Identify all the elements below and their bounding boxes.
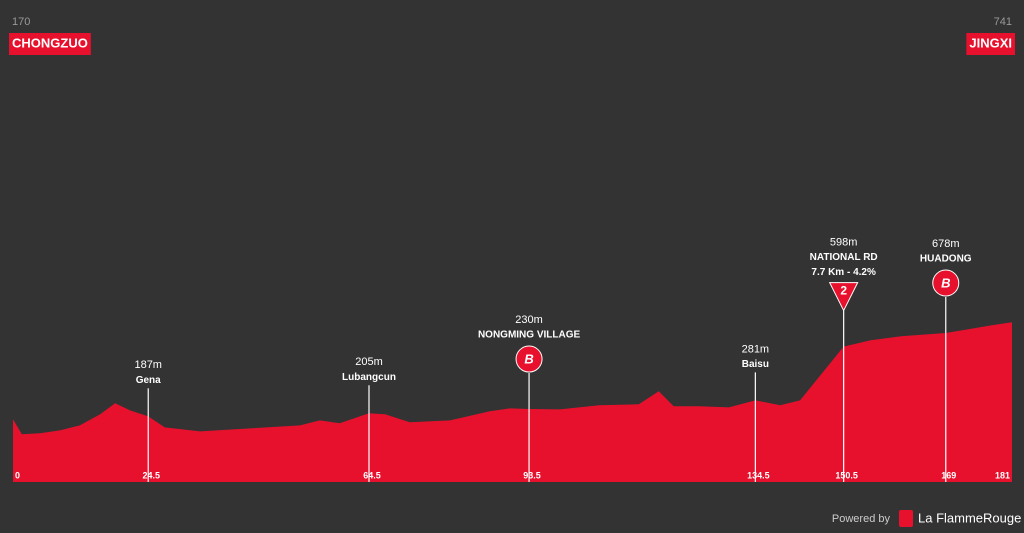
x-tick-label: 93.5 <box>523 470 541 480</box>
marker-detail: 7.7 Km - 4.2% <box>811 267 876 278</box>
climb-category: 2 <box>840 284 847 298</box>
bonus-icon <box>515 345 543 373</box>
town-box <box>966 33 1015 55</box>
marker-name: NONGMING VILLAGE <box>478 330 581 341</box>
x-tick-label: 169 <box>941 470 956 480</box>
x-tick-label: 0 <box>15 470 20 480</box>
marker-name: Lubangcun <box>342 372 396 383</box>
town-name: JINGXI <box>969 35 1012 50</box>
marker-elevation: 678m <box>932 238 960 250</box>
climb-icon <box>828 282 859 312</box>
profile-area <box>13 322 1012 482</box>
marker-elevation: 230m <box>515 314 543 326</box>
x-tick-label: 181 <box>995 470 1010 480</box>
bonus-letter: B <box>524 351 533 366</box>
x-tick-label: 24.5 <box>142 470 160 480</box>
x-tick-label: 64.5 <box>363 470 381 480</box>
x-tick-label: 134.5 <box>747 470 770 480</box>
marker-elevation: 281m <box>742 343 770 355</box>
brand: La FlammeRouge <box>918 510 1021 525</box>
marker-name: Baisu <box>742 359 769 370</box>
marker-name: HUADONG <box>920 254 972 265</box>
x-tick-label: 150.5 <box>835 470 858 480</box>
marker-elevation: 187m <box>134 359 162 371</box>
marker-elevation: 205m <box>355 356 383 368</box>
powered-by: Powered by <box>832 513 891 525</box>
town-box <box>9 33 91 55</box>
marker-name: Gena <box>136 375 161 386</box>
bonus-icon <box>932 269 960 297</box>
brand-logo <box>899 510 913 527</box>
finish-elevation: 741 <box>994 16 1012 28</box>
start-elevation: 170 <box>12 16 30 28</box>
marker-name: NATIONAL RD <box>810 252 878 263</box>
bonus-letter: B <box>941 275 950 290</box>
town-name: CHONGZUO <box>12 35 88 50</box>
marker-elevation: 598m <box>830 236 858 248</box>
